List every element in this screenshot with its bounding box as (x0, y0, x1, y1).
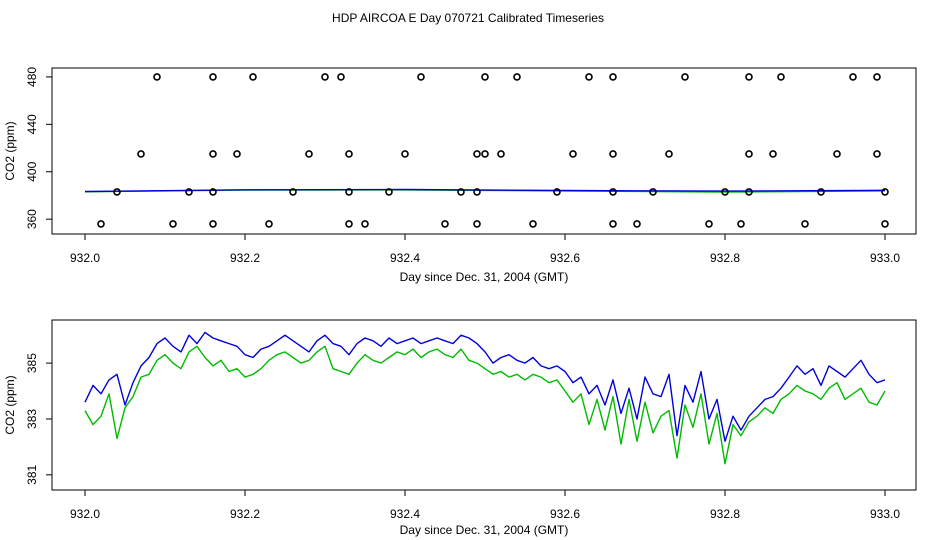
upper-x-tick-label: 932.6 (550, 251, 580, 265)
lower-x-tick-label: 932.6 (550, 507, 580, 521)
upper-x-tick-label: 932.8 (710, 251, 740, 265)
upper-scatter-point (833, 150, 841, 158)
upper-scatter-point (113, 188, 121, 196)
lower-x-axis-label: Day since Dec. 31, 2004 (GMT) (400, 523, 569, 537)
upper-scatter-point (609, 73, 617, 81)
lower-y-tick-label: 383 (25, 409, 39, 429)
upper-points (97, 73, 889, 228)
upper-scatter-point (481, 73, 489, 81)
chart-title: HDP AIRCOA E Day 070721 Calibrated Times… (332, 11, 604, 25)
upper-scatter-point (473, 150, 481, 158)
upper-scatter-point (249, 73, 257, 81)
upper-scatter-point (801, 220, 809, 228)
upper-x-tick-label: 933.0 (870, 251, 900, 265)
upper-scatter-point (97, 220, 105, 228)
lower-x-tick-label: 932.4 (390, 507, 420, 521)
upper-scatter-point (609, 188, 617, 196)
upper-scatter-point (513, 73, 521, 81)
upper-scatter-point (873, 73, 881, 81)
upper-scatter-point (321, 73, 329, 81)
lower-x-tick-label: 932.8 (710, 507, 740, 521)
lower-series-blue-line (84, 331, 886, 442)
upper-y-tick-label: 360 (25, 209, 39, 229)
upper-y-ticks: 360 400 440 480 (25, 67, 53, 229)
lower-line-panel: Day since Dec. 31, 2004 (GMT) CO2 (ppm) … (3, 319, 917, 537)
upper-scatter-point (649, 188, 657, 196)
upper-scatter-point (681, 73, 689, 81)
lower-plot-frame (51, 319, 917, 491)
upper-scatter-point (305, 150, 313, 158)
upper-scatter-point (849, 73, 857, 81)
upper-scatter-point (529, 220, 537, 228)
upper-scatter-point (585, 73, 593, 81)
upper-scatter-point (873, 150, 881, 158)
lower-x-ticks: 932.0 932.2 932.4 932.6 932.8 933.0 (70, 489, 900, 521)
upper-scatter-point (633, 220, 641, 228)
upper-scatter-point (881, 188, 889, 196)
upper-scatter-point (137, 150, 145, 158)
upper-scatter-point (417, 73, 425, 81)
upper-scatter-point (881, 220, 889, 228)
lower-series (84, 331, 886, 465)
lower-x-tick-label: 932.0 (70, 507, 100, 521)
upper-y-tick-label: 400 (25, 161, 39, 181)
upper-scatter-point (345, 150, 353, 158)
upper-scatter-point (209, 188, 217, 196)
upper-scatter-point (345, 188, 353, 196)
upper-scatter-point (473, 220, 481, 228)
lower-y-tick-label: 385 (25, 353, 39, 373)
upper-scatter-point (745, 73, 753, 81)
lower-y-ticks: 381 383 385 (25, 353, 53, 485)
upper-series (84, 188, 886, 193)
upper-scatter-point (769, 150, 777, 158)
lower-x-tick-label: 933.0 (870, 507, 900, 521)
upper-x-tick-label: 932.2 (230, 251, 260, 265)
upper-scatter-point (361, 220, 369, 228)
upper-scatter-point (777, 73, 785, 81)
upper-scatter-point (441, 220, 449, 228)
upper-y-tick-label: 480 (25, 67, 39, 87)
upper-y-tick-label: 440 (25, 114, 39, 134)
upper-scatter-point (705, 220, 713, 228)
upper-scatter-point (665, 150, 673, 158)
upper-x-tick-label: 932.0 (70, 251, 100, 265)
upper-scatter-point (745, 150, 753, 158)
lower-series-green-line (84, 345, 886, 465)
upper-x-axis-label: Day since Dec. 31, 2004 (GMT) (400, 270, 569, 284)
upper-scatter-panel: Day since Dec. 31, 2004 (GMT) CO2 (ppm) … (3, 67, 917, 284)
upper-scatter-point (817, 188, 825, 196)
lower-x-tick-label: 932.2 (230, 507, 260, 521)
upper-scatter-point (745, 188, 753, 196)
upper-x-ticks: 932.0 932.2 932.4 932.6 932.8 933.0 (70, 233, 900, 265)
upper-scatter-point (737, 220, 745, 228)
upper-scatter-point (473, 188, 481, 196)
upper-scatter-point (609, 220, 617, 228)
upper-scatter-point (289, 188, 297, 196)
upper-scatter-point (233, 150, 241, 158)
upper-scatter-point (401, 150, 409, 158)
upper-scatter-point (209, 150, 217, 158)
upper-scatter-point (209, 73, 217, 81)
upper-y-axis-label: CO2 (ppm) (3, 121, 17, 180)
upper-scatter-point (481, 150, 489, 158)
upper-scatter-point (337, 73, 345, 81)
upper-scatter-point (153, 73, 161, 81)
upper-scatter-point (609, 150, 617, 158)
upper-scatter-point (457, 188, 465, 196)
lower-y-tick-label: 381 (25, 464, 39, 484)
upper-scatter-point (385, 188, 393, 196)
upper-scatter-point (169, 220, 177, 228)
upper-scatter-point (569, 150, 577, 158)
upper-scatter-point (497, 150, 505, 158)
upper-scatter-point (185, 188, 193, 196)
upper-x-tick-label: 932.4 (390, 251, 420, 265)
lower-y-axis-label: CO2 (ppm) (3, 375, 17, 434)
upper-scatter-point (553, 188, 561, 196)
upper-scatter-point (265, 220, 273, 228)
upper-scatter-point (345, 220, 353, 228)
upper-scatter-point (209, 220, 217, 228)
upper-scatter-point (721, 188, 729, 196)
